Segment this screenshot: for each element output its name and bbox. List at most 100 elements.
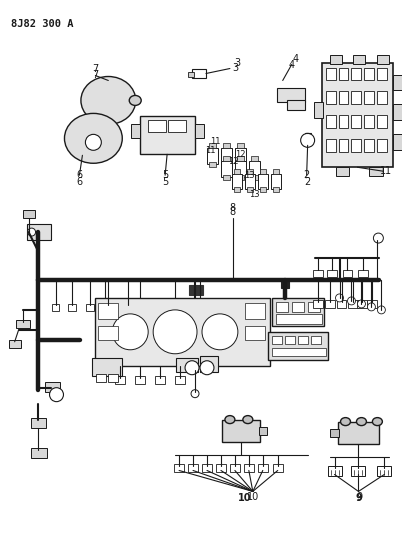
Text: 12: 12 (235, 150, 245, 159)
Bar (393, 75, 403, 91)
Bar (230, 464, 240, 472)
Bar (324, 300, 334, 308)
Circle shape (85, 134, 101, 150)
Ellipse shape (372, 417, 382, 425)
Circle shape (357, 300, 366, 308)
Bar (272, 348, 326, 356)
Bar (223, 143, 230, 148)
Bar (131, 124, 140, 139)
Bar (338, 422, 379, 443)
Bar (276, 314, 322, 324)
Circle shape (336, 294, 343, 302)
Bar (276, 302, 288, 312)
Bar (108, 374, 118, 382)
Bar (237, 143, 244, 148)
Bar (135, 376, 145, 384)
Bar (223, 162, 230, 167)
Bar (245, 326, 265, 340)
Bar (330, 54, 341, 63)
Bar (260, 169, 266, 174)
Bar (353, 54, 366, 63)
Bar (176, 358, 198, 372)
Circle shape (153, 310, 197, 354)
Bar (287, 100, 305, 110)
Bar (155, 376, 165, 384)
Bar (298, 336, 307, 344)
Bar (258, 174, 268, 189)
Bar (16, 320, 29, 328)
Circle shape (368, 303, 376, 311)
Bar (377, 92, 387, 104)
Text: 9: 9 (356, 492, 363, 503)
Text: 11: 11 (210, 138, 220, 147)
Bar (311, 336, 321, 344)
Bar (307, 302, 320, 312)
Text: 4: 4 (289, 60, 295, 69)
Bar (235, 161, 246, 177)
Bar (343, 270, 353, 277)
Bar (285, 336, 295, 344)
Bar (92, 358, 122, 376)
Bar (364, 139, 374, 152)
Text: 5: 5 (162, 177, 168, 187)
Text: 2: 2 (305, 177, 311, 187)
Circle shape (50, 387, 64, 402)
Bar (351, 92, 361, 104)
Bar (358, 270, 368, 277)
Bar (260, 187, 266, 192)
Text: 1: 1 (380, 166, 386, 176)
Text: 6: 6 (76, 177, 83, 187)
Bar (168, 120, 186, 132)
Text: 12: 12 (228, 157, 238, 166)
Text: 13: 13 (245, 171, 255, 180)
Bar (189, 285, 203, 295)
Text: 7: 7 (92, 70, 98, 80)
Bar (251, 175, 258, 180)
Bar (223, 156, 230, 161)
Bar (377, 116, 387, 128)
Bar (124, 304, 132, 311)
Bar (370, 167, 383, 176)
Bar (202, 464, 212, 472)
Bar (148, 120, 166, 132)
Bar (351, 139, 361, 152)
Bar (351, 466, 366, 477)
Bar (234, 187, 240, 192)
Bar (339, 68, 349, 80)
Bar (364, 92, 374, 104)
Circle shape (185, 361, 199, 375)
Bar (27, 224, 50, 240)
Bar (140, 116, 195, 154)
Bar (237, 156, 244, 161)
Bar (364, 68, 374, 80)
Bar (235, 148, 246, 164)
Bar (273, 169, 279, 174)
Text: 8J82 300 A: 8J82 300 A (10, 19, 73, 29)
Bar (339, 139, 349, 152)
Text: 10: 10 (247, 492, 259, 503)
Bar (377, 139, 387, 152)
Bar (272, 336, 282, 344)
Bar (326, 139, 336, 152)
Ellipse shape (129, 95, 141, 106)
Bar (200, 356, 218, 372)
Bar (377, 466, 391, 477)
Ellipse shape (341, 417, 351, 425)
Bar (86, 304, 94, 311)
Text: 8: 8 (230, 203, 236, 213)
Text: 3: 3 (235, 58, 241, 68)
Bar (351, 116, 361, 128)
Bar (45, 382, 60, 392)
Bar (258, 464, 268, 472)
Bar (339, 92, 349, 104)
Bar (52, 304, 60, 311)
Bar (245, 174, 255, 189)
Bar (322, 62, 393, 167)
Bar (104, 304, 112, 311)
Bar (330, 429, 339, 437)
Bar (326, 116, 336, 128)
Text: 6: 6 (76, 170, 83, 180)
Bar (336, 167, 349, 176)
Bar (221, 148, 232, 164)
Circle shape (112, 314, 148, 350)
